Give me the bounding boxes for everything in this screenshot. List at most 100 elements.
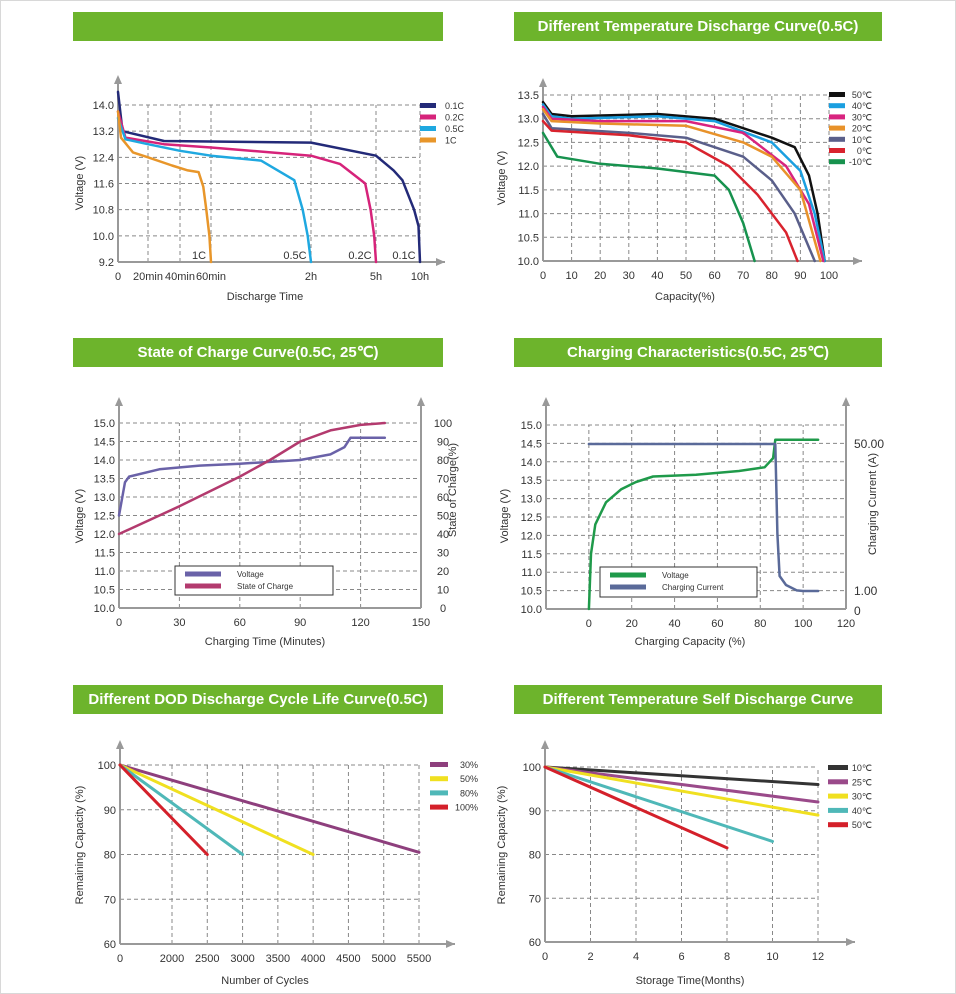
series-line-0 [541, 119, 799, 263]
y-tick-label: 15.0 [94, 418, 115, 430]
y-tick-label: 90 [529, 806, 541, 818]
legend-swatch [829, 136, 845, 142]
legend-label: 50℃ [852, 820, 872, 830]
y2-tick-label: 70 [437, 474, 449, 486]
legend-label: Voltage [237, 570, 264, 579]
y-tick-label: 12.0 [518, 161, 539, 173]
x-tick-label: 150 [412, 617, 430, 629]
x-tick-label: 4500 [336, 953, 360, 965]
legend-swatch [185, 583, 221, 589]
y-tick-label: 10.5 [518, 232, 539, 244]
x-tick-label: 20min [133, 271, 163, 283]
y-tick-label: 11.6 [93, 179, 114, 191]
chart-header-self-discharge: Different Temperature Self Discharge Cur… [514, 685, 882, 714]
y-axis-arrow [115, 397, 123, 406]
x-tick-label: 80 [754, 618, 766, 630]
y-tick-label: 13.2 [93, 126, 114, 138]
y-tick-label: 14.0 [521, 457, 542, 469]
x-axis-arrow [436, 258, 445, 266]
legend-swatch [430, 762, 448, 767]
legend-swatch [829, 125, 845, 131]
legend-swatch [185, 571, 221, 577]
y-axis-title: Voltage (V) [74, 489, 86, 543]
y-tick-label: 12.0 [94, 529, 115, 541]
legend-label: 1C [445, 136, 457, 146]
x-tick-label: 6 [678, 951, 684, 963]
x-tick-label: 120 [351, 617, 369, 629]
y-tick-label: 11.5 [94, 548, 115, 560]
legend-swatch [430, 776, 448, 782]
legend-label: 0℃ [857, 146, 872, 156]
y-tick-label: 14.0 [93, 100, 114, 112]
y-tick-label: 11.0 [94, 566, 115, 578]
x-axis-arrow [446, 940, 455, 948]
y2-tick-label: 0 [854, 604, 861, 618]
x-tick-label: 50 [680, 270, 692, 282]
series-line-stateofcharge [117, 421, 387, 536]
series-line-40 [543, 765, 774, 843]
legend-label: 0.5C [445, 124, 465, 134]
y-tick-label: 12.4 [93, 152, 114, 164]
legend-label: 100% [455, 803, 478, 813]
y-tick-label: 13.0 [94, 492, 115, 504]
legend-label: 0.1C [445, 101, 465, 111]
legend-swatch [828, 822, 848, 828]
series-line-voltage [117, 436, 387, 517]
x-tick-label: 20 [626, 618, 638, 630]
legend-swatch [829, 159, 845, 165]
legend-label: Charging Current [662, 583, 724, 592]
series-line-30 [118, 763, 421, 854]
y2-tick-label: 100 [434, 418, 452, 430]
x-tick-label: 90 [794, 270, 806, 282]
y-tick-label: 14.0 [94, 455, 115, 467]
series-line-0.2c [116, 110, 378, 264]
series-line-30 [543, 765, 820, 817]
y2-axis-title: State of Charge(%) [447, 443, 459, 537]
y2-tick-label: 50 [437, 511, 449, 523]
y-axis-arrow [116, 740, 124, 749]
y-axis-title: Voltage (V) [496, 151, 508, 205]
x-tick-label: 0 [586, 618, 592, 630]
y-tick-label: 90 [104, 805, 116, 817]
y2-axis-arrow [417, 397, 425, 406]
y-tick-label: 15.0 [521, 420, 542, 432]
series-line-50 [541, 100, 826, 263]
y2-tick-label: 50.00 [854, 437, 884, 451]
x-tick-label: 2500 [195, 953, 219, 965]
legend-swatch [829, 92, 845, 97]
y-axis-title: Remaining Capacity (%) [74, 786, 86, 905]
y-tick-label: 70 [529, 893, 541, 905]
series-line-chargingcurrent [587, 442, 820, 593]
x-tick-label: 0 [116, 617, 122, 629]
y-tick-label: 10.0 [93, 231, 114, 243]
x-tick-label: 120 [837, 618, 855, 630]
y-axis-title: Voltage (V) [499, 489, 511, 543]
x-axis-arrow [853, 257, 862, 265]
x-tick-label: 0 [115, 271, 121, 283]
curve-annotation: 0.1C [392, 250, 415, 262]
legend-label: 30% [460, 760, 478, 770]
chart-header-cycle-life: Different DOD Discharge Cycle Life Curve… [73, 685, 443, 714]
legend-swatch [828, 779, 848, 785]
x-tick-label: 100 [820, 270, 838, 282]
legend-box [599, 566, 758, 598]
legend-label: 40℃ [852, 101, 872, 111]
legend-swatch [430, 804, 448, 810]
legend-label: 30℃ [852, 112, 872, 122]
legend-label: 0.2C [445, 113, 465, 123]
legend-label: State of Charge [237, 582, 294, 591]
series-line-10 [543, 765, 820, 786]
x-axis-title: Storage Time(Months) [636, 975, 745, 987]
x-tick-label: 5h [370, 271, 382, 283]
y-tick-label: 14.5 [94, 437, 115, 449]
y-tick-label: 60 [104, 939, 116, 951]
x-tick-label: 30 [623, 270, 635, 282]
series-line-100 [118, 763, 209, 856]
legend-swatch [420, 114, 436, 120]
x-tick-label: 90 [294, 617, 306, 629]
y-tick-label: 80 [104, 850, 116, 862]
x-axis-title: Capacity(%) [655, 291, 715, 303]
series-line-10 [541, 131, 756, 263]
x-tick-label: 12 [812, 951, 824, 963]
